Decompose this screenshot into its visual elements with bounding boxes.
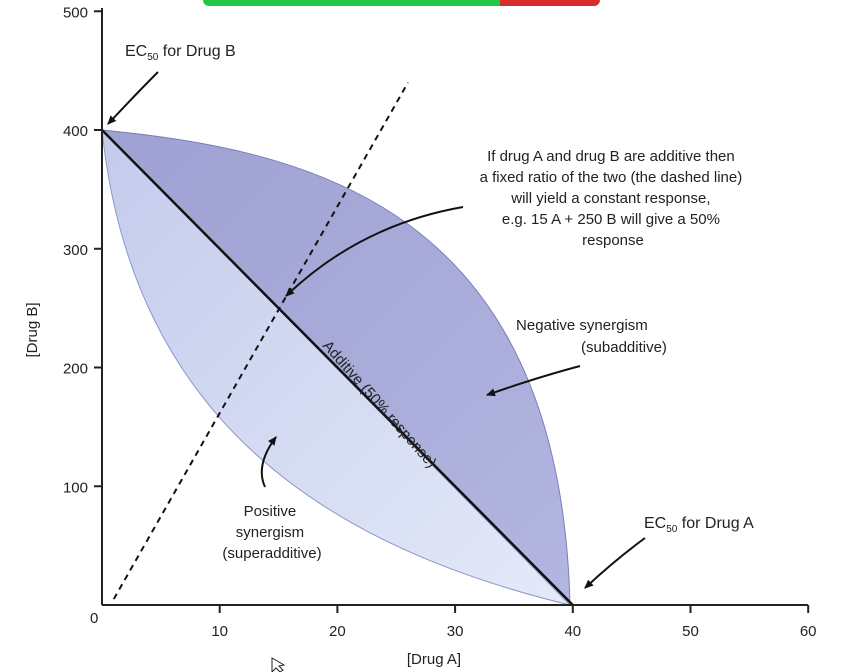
ec50-drug-b-label: EC50 for Drug B <box>125 43 236 63</box>
additive-line <box>101 129 574 606</box>
progress-bar-red <box>500 0 600 6</box>
positive-synergism-arrow <box>260 436 277 488</box>
negative-synergism-arrow <box>486 365 581 397</box>
mouse-cursor-icon <box>271 657 286 672</box>
x-tick-label: 60 <box>800 623 817 640</box>
positive-synergism-label: Positive synergism (superadditive) <box>222 503 321 562</box>
y-tick-label: 300 <box>63 242 88 259</box>
ec50-drug-a-arrow <box>584 537 646 589</box>
ec50-drug-b-arrow <box>107 71 159 125</box>
x-tick-label: 20 <box>329 623 346 640</box>
x-axis-label: [Drug A] <box>407 651 461 668</box>
fixed-ratio-arrow <box>285 206 464 297</box>
x-tick-label: 10 <box>211 623 228 640</box>
x-tick-label: 50 <box>682 623 699 640</box>
ec50-drug-a-label: EC50 for Drug A <box>644 515 754 535</box>
y-tick-label: 200 <box>63 361 88 378</box>
progress-bar-green <box>203 0 500 6</box>
y-axis-label: [Drug B] <box>24 302 41 357</box>
fixed-ratio-dashed-line <box>112 82 409 600</box>
x-tick-label: 40 <box>564 623 581 640</box>
y-tick-label: 100 <box>63 479 88 496</box>
negative-synergism-label: Negative synergism (subadditive) <box>516 317 667 356</box>
fixed-ratio-note: If drug A and drug B are additive then a… <box>480 148 747 249</box>
y-tick-label: 500 <box>63 4 88 21</box>
x-tick-label: 30 <box>447 623 464 640</box>
origin-label: 0 <box>90 610 98 627</box>
y-tick-label: 400 <box>63 123 88 140</box>
